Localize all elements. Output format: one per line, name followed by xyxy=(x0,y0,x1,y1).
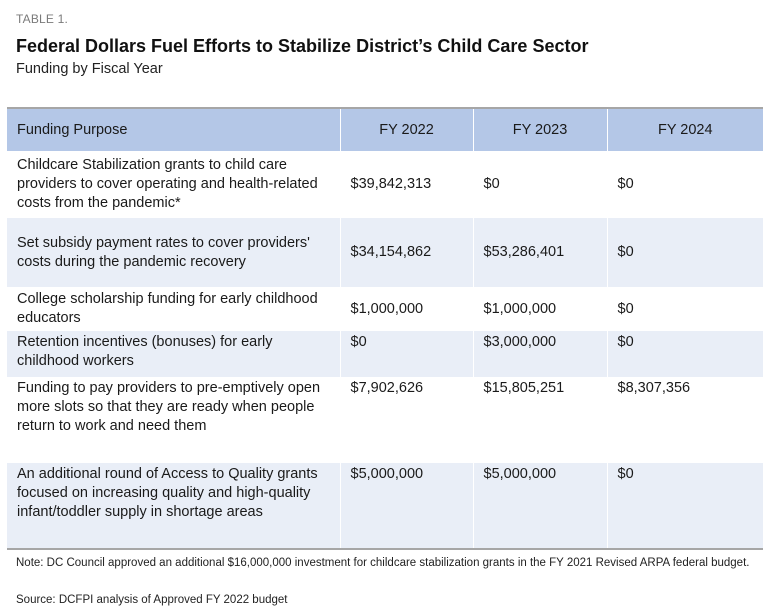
cell-fy2023: $1,000,000 xyxy=(472,287,607,331)
table-source: Source: DCFPI analysis of Approved FY 20… xyxy=(16,594,288,606)
header-row: Funding Purpose FY 2022 FY 2023 FY 2024 xyxy=(7,107,763,151)
cell-fy2022: $34,154,862 xyxy=(339,218,473,287)
cell-fy2022: $7,902,626 xyxy=(339,377,473,463)
column-header-purpose: Funding Purpose xyxy=(7,107,340,151)
cell-purpose: An additional round of Access to Quality… xyxy=(7,463,340,550)
cell-fy2024: $0 xyxy=(606,151,763,218)
cell-purpose: Retention incentives (bonuses) for early… xyxy=(17,334,273,369)
cell-fy2023: $5,000,000 xyxy=(472,463,607,550)
cell-fy2024: $0 xyxy=(606,287,763,331)
cell-fy2023: $3,000,000 xyxy=(472,331,607,377)
cell-fy2023: $0 xyxy=(472,151,607,218)
cell-fy2024: $0 xyxy=(606,331,763,377)
cell-purpose: Set subsidy payment rates to cover provi… xyxy=(17,234,310,270)
column-header-fy2024: FY 2024 xyxy=(606,107,763,151)
cell-fy2024: $0 xyxy=(606,463,763,550)
table-label: TABLE 1. xyxy=(16,12,69,26)
cell-purpose: Childcare Stabilization grants to child … xyxy=(17,157,318,211)
table-row: Set subsidy payment rates to cover provi… xyxy=(7,218,763,287)
cell-fy2022: $1,000,000 xyxy=(339,287,473,331)
cell-fy2023: $53,286,401 xyxy=(472,218,607,287)
cell-fy2024: $8,307,356 xyxy=(606,377,763,463)
cell-purpose: College scholarship funding for early ch… xyxy=(17,291,318,326)
cell-fy2023: $15,805,251 xyxy=(472,377,607,463)
table-subtitle: Funding by Fiscal Year xyxy=(16,61,163,77)
table-row: Funding to pay providers to pre-emptivel… xyxy=(7,377,763,463)
cell-fy2024: $0 xyxy=(606,218,763,287)
cell-fy2022: $5,000,000 xyxy=(339,463,473,550)
table-row: College scholarship funding for early ch… xyxy=(7,287,763,331)
table-row: Childcare Stabilization grants to child … xyxy=(7,151,763,218)
cell-purpose: Funding to pay providers to pre-emptivel… xyxy=(17,380,321,434)
table-row: An additional round of Access to Quality… xyxy=(7,463,763,550)
table-title: Federal Dollars Fuel Efforts to Stabiliz… xyxy=(16,36,589,56)
table-note: Note: DC Council approved an additional … xyxy=(16,557,750,569)
column-header-fy2022: FY 2022 xyxy=(339,107,473,151)
table-row: Retention incentives (bonuses) for early… xyxy=(7,331,763,377)
cell-fy2022: $39,842,313 xyxy=(339,151,473,218)
column-header-fy2023: FY 2023 xyxy=(472,107,607,151)
cell-fy2022: $0 xyxy=(339,331,473,377)
funding-table: Funding Purpose FY 2022 FY 2023 FY 2024 … xyxy=(7,107,763,550)
